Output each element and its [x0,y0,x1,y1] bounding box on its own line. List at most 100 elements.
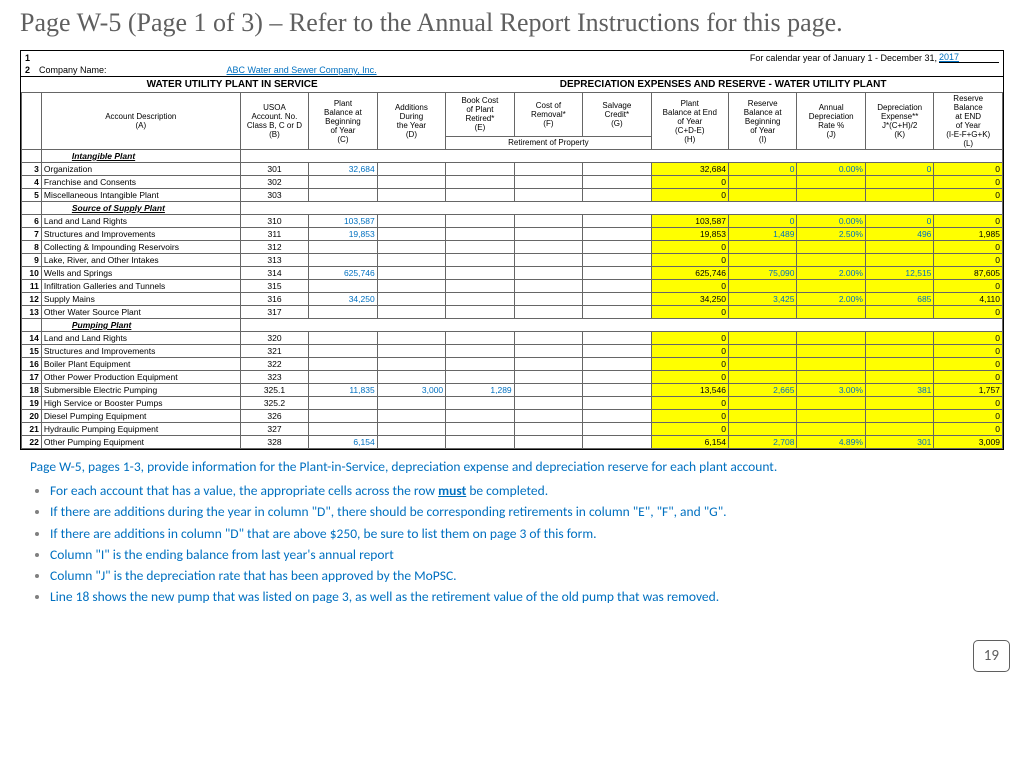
cell-e[interactable] [446,397,514,410]
cell-f[interactable] [514,267,582,280]
cell-f[interactable] [514,241,582,254]
cell-e[interactable] [446,254,514,267]
cell-g[interactable] [583,228,651,241]
cell-g[interactable] [583,189,651,202]
cell-i[interactable] [728,332,796,345]
cell-d[interactable] [377,254,445,267]
cell-f[interactable] [514,215,582,228]
cell-d[interactable] [377,358,445,371]
cell-c[interactable] [309,280,377,293]
cell-e[interactable] [446,293,514,306]
cell-f[interactable] [514,306,582,319]
cell-g[interactable] [583,332,651,345]
cell-g[interactable] [583,371,651,384]
cell-g[interactable] [583,397,651,410]
cell-i[interactable]: 2,665 [728,384,796,397]
cell-g[interactable] [583,306,651,319]
cell-i[interactable]: 75,090 [728,267,796,280]
cell-d[interactable] [377,228,445,241]
cell-c[interactable] [309,358,377,371]
cell-i[interactable] [728,241,796,254]
cell-c[interactable]: 11,835 [309,384,377,397]
cell-e[interactable] [446,241,514,254]
cell-e[interactable] [446,410,514,423]
cell-e[interactable] [446,163,514,176]
cell-j[interactable]: 3.00% [797,384,865,397]
cell-e[interactable] [446,345,514,358]
cell-i[interactable] [728,358,796,371]
cell-g[interactable] [583,267,651,280]
cell-c[interactable]: 6,154 [309,436,377,449]
cell-c[interactable]: 34,250 [309,293,377,306]
cell-g[interactable] [583,215,651,228]
cell-c[interactable] [309,306,377,319]
cell-g[interactable] [583,176,651,189]
cell-j[interactable] [797,332,865,345]
cell-c[interactable] [309,176,377,189]
cell-e[interactable] [446,332,514,345]
cell-g[interactable] [583,423,651,436]
cell-f[interactable] [514,254,582,267]
cell-j[interactable] [797,410,865,423]
cell-d[interactable] [377,241,445,254]
cell-g[interactable] [583,345,651,358]
cell-f[interactable] [514,358,582,371]
cell-c[interactable] [309,410,377,423]
cell-k[interactable] [865,358,933,371]
cell-k[interactable]: 301 [865,436,933,449]
cell-e[interactable] [446,306,514,319]
cell-f[interactable] [514,423,582,436]
cell-f[interactable] [514,345,582,358]
cell-d[interactable] [377,371,445,384]
cell-d[interactable] [377,189,445,202]
cell-j[interactable] [797,189,865,202]
company-value[interactable]: ABC Water and Sewer Company, Inc. [227,65,377,75]
cell-f[interactable] [514,189,582,202]
cell-c[interactable] [309,189,377,202]
cell-k[interactable]: 0 [865,215,933,228]
cell-k[interactable] [865,189,933,202]
cell-g[interactable] [583,280,651,293]
cell-d[interactable] [377,423,445,436]
cell-j[interactable] [797,423,865,436]
cell-d[interactable] [377,306,445,319]
cell-i[interactable] [728,189,796,202]
cell-f[interactable] [514,163,582,176]
cell-j[interactable] [797,358,865,371]
cell-j[interactable]: 2.00% [797,293,865,306]
cell-c[interactable]: 32,684 [309,163,377,176]
cell-c[interactable] [309,345,377,358]
cell-g[interactable] [583,241,651,254]
cell-i[interactable] [728,345,796,358]
cell-j[interactable] [797,241,865,254]
cell-i[interactable] [728,254,796,267]
cell-j[interactable] [797,397,865,410]
cell-f[interactable] [514,436,582,449]
cell-i[interactable]: 0 [728,215,796,228]
cell-e[interactable] [446,215,514,228]
cell-i[interactable]: 0 [728,163,796,176]
cell-g[interactable] [583,436,651,449]
cell-j[interactable] [797,254,865,267]
cell-e[interactable] [446,189,514,202]
cell-c[interactable] [309,423,377,436]
cell-k[interactable] [865,176,933,189]
cell-j[interactable] [797,371,865,384]
cell-j[interactable] [797,345,865,358]
cell-k[interactable] [865,397,933,410]
cell-j[interactable] [797,176,865,189]
cell-d[interactable] [377,176,445,189]
cell-f[interactable] [514,176,582,189]
cell-d[interactable] [377,397,445,410]
cell-k[interactable]: 496 [865,228,933,241]
cell-k[interactable] [865,410,933,423]
cell-c[interactable]: 19,853 [309,228,377,241]
cell-e[interactable] [446,371,514,384]
cell-e[interactable] [446,358,514,371]
cell-d[interactable] [377,280,445,293]
cell-j[interactable]: 2.50% [797,228,865,241]
cell-c[interactable] [309,254,377,267]
cell-d[interactable] [377,332,445,345]
cell-g[interactable] [583,410,651,423]
cell-f[interactable] [514,280,582,293]
